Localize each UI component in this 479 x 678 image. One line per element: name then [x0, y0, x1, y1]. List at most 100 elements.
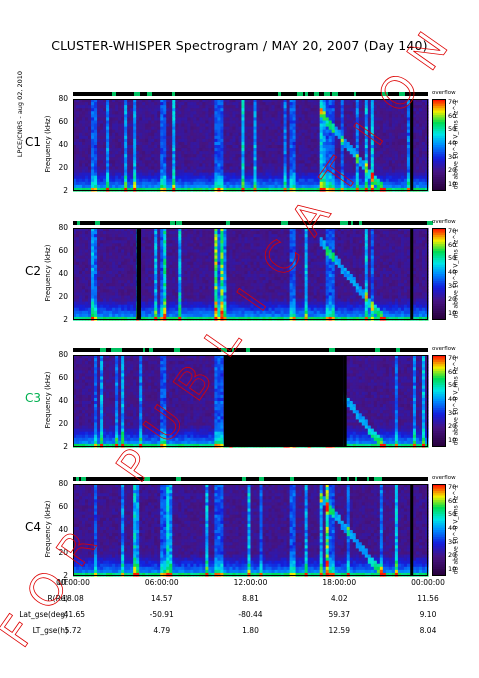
spectrogram-plot [73, 92, 429, 192]
watermark-letter: O [17, 561, 79, 619]
status-mark [359, 221, 362, 225]
colorbar-tick-label: 10 [448, 565, 457, 573]
colorbar-tick-label: 50 [448, 381, 457, 390]
watermark-letter: N [398, 24, 459, 80]
status-mark [246, 348, 250, 352]
orbit-row-value: -80.44 [238, 610, 263, 619]
status-mark [111, 348, 117, 352]
colorbar-tick-label: 70 [448, 354, 457, 362]
spectrogram-plot [73, 221, 433, 321]
status-mark [177, 477, 180, 481]
y-tick-label: 20 [58, 292, 68, 301]
status-mark [305, 92, 308, 96]
status-mark [342, 221, 348, 225]
data-gap [410, 228, 414, 320]
status-mark [290, 477, 294, 481]
status-mark [221, 348, 227, 352]
status-mark [147, 92, 152, 96]
status-mark [335, 92, 338, 96]
watermark-letter: C [252, 232, 311, 286]
colorbar-tick-label: 30 [448, 281, 457, 290]
colorbar-tick-label: 60 [448, 240, 457, 249]
plot-frame [73, 484, 428, 576]
orbit-row-value: 4.79 [153, 626, 171, 635]
colorbar-tick-label: 10 [448, 309, 457, 317]
status-mark [314, 92, 319, 96]
y-tick-label: 80 [58, 350, 68, 359]
plot-frame [73, 355, 428, 447]
colorbar-tick-label: 60 [448, 496, 457, 505]
status-mark [95, 221, 100, 225]
y-tick-label: 80 [58, 479, 68, 488]
y-tick-label: 60 [58, 117, 68, 126]
colorbar-tick-label: 40 [448, 268, 457, 276]
status-mark [337, 477, 341, 481]
y-tick-label: 20 [58, 419, 68, 428]
orbit-row-value: 12.59 [328, 626, 350, 635]
colorbar-tick-label: 50 [448, 510, 457, 519]
status-mark [149, 348, 153, 352]
heatmap-cells [73, 484, 429, 577]
orbit-row-value: -41.65 [60, 610, 86, 619]
y-tick-label: 20 [58, 163, 68, 172]
status-mark [144, 477, 150, 481]
orbit-row-label: Lat_gse(deg) [19, 610, 68, 619]
orbit-row-value: -50.91 [149, 610, 174, 619]
satellite-label: C1 [25, 135, 42, 149]
status-mark [134, 92, 140, 96]
status-mark [76, 477, 79, 481]
status-mark [119, 348, 122, 352]
status-mark [427, 221, 433, 225]
watermark-letter: U [134, 397, 194, 453]
heatmap-cells [73, 99, 429, 192]
chart-title: CLUSTER-WHISPER Spectrogram / MAY 20, 20… [51, 38, 428, 53]
y-tick-label: 80 [58, 94, 68, 103]
y-tick-label: 40 [58, 269, 68, 278]
colorbar [432, 484, 446, 576]
spectrogram-plot [73, 348, 429, 448]
status-mark [226, 221, 230, 225]
orbit-row-value: 59.37 [328, 610, 350, 619]
data-gap [410, 484, 414, 576]
status-mark [377, 477, 382, 481]
status-mark [329, 348, 335, 352]
y-tick-label: 60 [58, 373, 68, 382]
status-mark [347, 477, 349, 481]
colorbar [432, 355, 446, 447]
colorbar-tick-label: 50 [448, 254, 457, 263]
orbit-row-value: 8.81 [242, 594, 259, 603]
data-gap [343, 355, 347, 447]
status-bar [73, 477, 428, 481]
orbit-row-value: 14.57 [151, 594, 173, 603]
x-tick-label: 18:00:00 [322, 578, 357, 587]
heatmap-cells [73, 228, 429, 321]
x-tick-label: 00:00:00 [411, 578, 445, 587]
colorbar-tick-label: 10 [448, 180, 457, 188]
watermark-letter: T [311, 150, 369, 202]
y-tick-label: 40 [58, 140, 68, 149]
status-mark [259, 477, 264, 481]
status-mark [375, 348, 380, 352]
status-mark [77, 221, 80, 225]
status-mark [281, 221, 285, 225]
plot-frame [73, 99, 428, 191]
y-tick-label: 40 [58, 525, 68, 534]
orbit-row-label: UT [57, 578, 68, 587]
status-mark [285, 221, 288, 225]
plot-frame [73, 228, 428, 320]
status-mark [324, 92, 330, 96]
colorbar-tick-label: 60 [448, 367, 457, 376]
satellite-label: C3 [25, 391, 42, 405]
status-mark [100, 348, 106, 352]
y-tick-label: 2 [63, 442, 68, 451]
y-tick-label: 40 [58, 396, 68, 405]
watermark-letter: F [0, 607, 46, 657]
status-mark [242, 477, 246, 481]
status-mark [278, 92, 281, 96]
spectrogram-plot [73, 477, 429, 577]
orbit-row-value: 1.80 [242, 626, 259, 635]
orbit-row-value: 8.04 [419, 626, 437, 635]
y-tick-label: 60 [58, 246, 68, 255]
colorbar-tick-label: 50 [448, 125, 457, 134]
